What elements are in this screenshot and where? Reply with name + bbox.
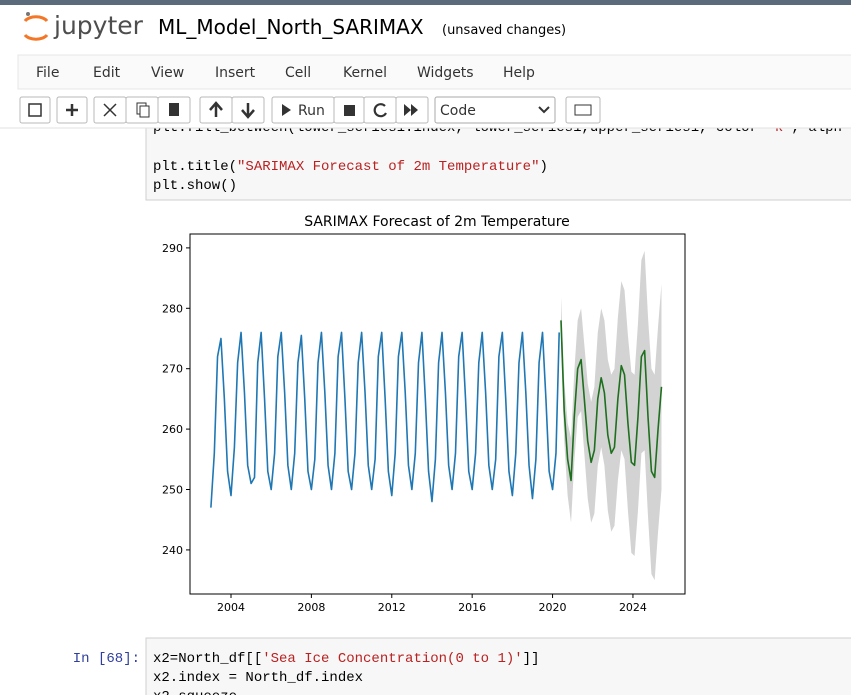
restart-button[interactable]	[363, 96, 397, 124]
x-tick-label: 2024	[619, 601, 647, 614]
menu-bar	[17, 54, 851, 90]
logo-text: jupyter	[53, 11, 144, 40]
plot-area	[210, 250, 663, 581]
cell-prompt: In [68]:	[73, 651, 140, 667]
save-button[interactable]	[19, 96, 51, 124]
plot-frame	[189, 233, 686, 595]
header: jupyter ML_Model_North_SARIMAX (unsaved …	[0, 0, 851, 129]
x-tick-label: 2012	[378, 601, 406, 614]
x-tick-label: 2020	[539, 601, 567, 614]
logo-arc	[23, 33, 49, 41]
y-tick-label: 270	[162, 363, 183, 376]
y-tick-label: 250	[162, 484, 183, 497]
chart-title: SARIMAX Forecast of 2m Temperature	[304, 214, 570, 230]
cell-type-value: Code	[440, 103, 476, 119]
confidence-band	[560, 250, 662, 581]
menu-item[interactable]: Insert	[215, 65, 256, 81]
up-icon	[209, 101, 223, 117]
series-line	[560, 320, 663, 482]
stop-icon	[344, 105, 355, 116]
axes-ticks: 240 250 260 270 280 290 2004 2008 2012 2016 2020 20…	[162, 242, 647, 614]
code-token: x2.squeeze	[153, 689, 237, 695]
notebook-cells: SARIMAX Forecast of 2m Temperature 240 25…	[73, 109, 851, 695]
code-line: plt.title("SARIMAX Forecast of 2m Temper…	[153, 159, 548, 175]
code-token: plt.title(	[153, 159, 237, 175]
top-bar	[0, 0, 851, 5]
command-palette-button[interactable]	[565, 96, 601, 124]
menu-item[interactable]: Edit	[93, 65, 121, 81]
down-icon	[241, 103, 255, 119]
menu-item[interactable]: Widgets	[417, 65, 474, 81]
series-line	[210, 331, 560, 508]
y-tick-label: 290	[162, 242, 183, 255]
run-icon	[282, 104, 291, 116]
menu: File Edit View Insert Cell Kernel Widgets Help	[36, 65, 535, 81]
y-tick-label: 280	[162, 302, 183, 315]
menu-item[interactable]: Help	[503, 65, 535, 81]
code-line: x2.squeeze	[153, 689, 237, 695]
x-tick-label: 2004	[217, 601, 245, 614]
code-area[interactable]	[145, 637, 851, 695]
code-string: 'Sea Ice Concentration(0 to 1)'	[262, 651, 522, 667]
code-token: x2=North_df[[	[153, 651, 262, 667]
logo-arc	[23, 15, 49, 23]
logo-dot	[26, 12, 30, 16]
menu-item[interactable]: Cell	[285, 65, 311, 81]
jupyter-logo[interactable]: jupyter	[23, 11, 144, 41]
code-line: plt.show()	[153, 178, 237, 194]
run-label: Run	[298, 103, 325, 119]
notebook-name[interactable]: ML_Model_North_SARIMAX	[158, 15, 424, 39]
paste-icon	[169, 103, 179, 116]
fast-forward-icon	[404, 104, 418, 116]
restart-icon	[373, 103, 387, 118]
cell-type-select[interactable]	[434, 96, 556, 124]
menu-item[interactable]: File	[36, 65, 59, 81]
y-tick-label: 240	[162, 544, 183, 557]
y-tick-label: 260	[162, 423, 183, 436]
x-tick-label: 2016	[458, 601, 486, 614]
code-lines: x2=North_df[['Sea Ice Concentration(0 to…	[153, 651, 539, 695]
code-token: x2.index = North_df.index	[153, 670, 363, 686]
menu-item[interactable]: Kernel	[343, 65, 387, 81]
cut-icon	[103, 103, 117, 117]
copy-icon	[139, 105, 150, 118]
code-line: x2=North_df[['Sea Ice Concentration(0 to…	[153, 651, 539, 667]
dropdown-arrow	[538, 106, 550, 114]
code-token: ]]	[523, 651, 540, 667]
code-string: "SARIMAX Forecast of 2m Temperature"	[237, 159, 539, 175]
save-icon	[28, 103, 42, 117]
keyboard-icon	[574, 104, 592, 116]
menu-item[interactable]: View	[151, 65, 184, 81]
save-status: (unsaved changes)	[442, 23, 566, 38]
code-token: plt.show()	[153, 178, 237, 194]
toolbar: Run Code	[19, 96, 601, 124]
plus-icon	[66, 104, 78, 116]
x-tick-label: 2008	[297, 601, 325, 614]
chart: SARIMAX Forecast of 2m Temperature 240 25…	[162, 214, 686, 614]
code-line: x2.index = North_df.index	[153, 670, 363, 686]
code-token: )	[539, 159, 547, 175]
